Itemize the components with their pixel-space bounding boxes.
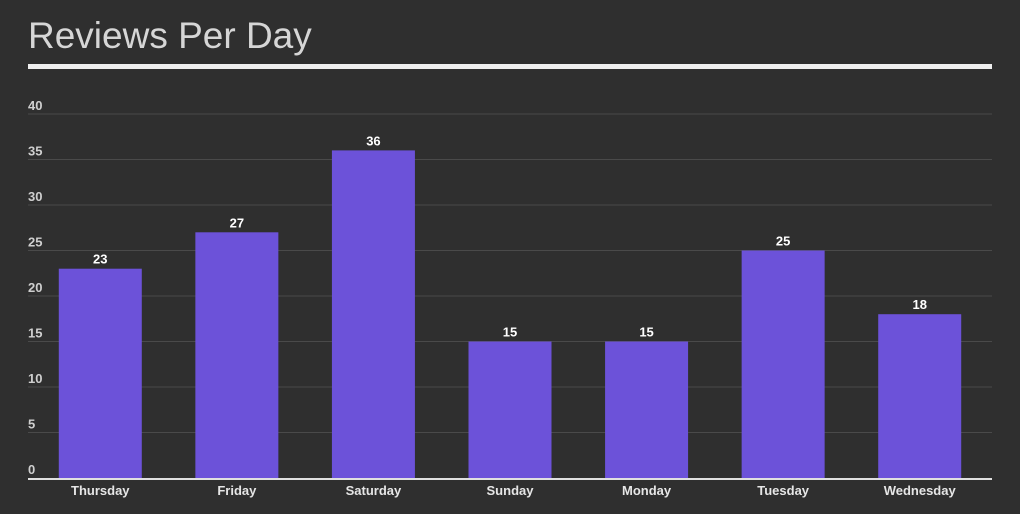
x-tick-label: Saturday [346, 483, 402, 498]
y-tick-label: 5 [28, 417, 35, 432]
x-tick-label: Friday [217, 483, 257, 498]
bar-monday [605, 341, 689, 478]
bars [58, 150, 962, 478]
y-tick-label: 20 [28, 280, 42, 295]
y-tick-label: 25 [28, 235, 42, 250]
bar-wednesday [878, 314, 962, 478]
data-label: 15 [639, 325, 653, 340]
x-tick-label: Tuesday [757, 483, 810, 498]
chart-title: Reviews Per Day [28, 15, 312, 56]
data-label: 36 [366, 133, 380, 148]
y-tick-label: 30 [28, 189, 42, 204]
x-axis-categories: Thursday Friday Saturday Sunday Monday Tuesda… [71, 483, 956, 498]
data-label: 18 [912, 297, 926, 312]
y-tick-label: 35 [28, 144, 42, 159]
y-axis-ticks: 0 5 10 15 20 25 30 35 40 [28, 98, 42, 477]
y-tick-label: 10 [28, 371, 42, 386]
y-tick-label: 40 [28, 98, 42, 113]
x-tick-label: Monday [622, 483, 672, 498]
x-tick-label: Thursday [71, 483, 130, 498]
bar-friday [195, 232, 279, 478]
x-tick-label: Wednesday [884, 483, 957, 498]
bar-saturday [331, 150, 415, 478]
data-label: 23 [93, 252, 107, 267]
y-tick-label: 0 [28, 462, 35, 477]
x-tick-label: Sunday [487, 483, 535, 498]
title-underline [28, 64, 992, 69]
y-tick-label: 15 [28, 326, 42, 341]
data-label: 27 [230, 215, 244, 230]
data-label: 25 [776, 234, 790, 249]
data-labels: 23 27 36 15 15 25 18 [93, 133, 927, 339]
data-label: 15 [503, 325, 517, 340]
bar-tuesday [741, 250, 825, 478]
bar-sunday [468, 341, 552, 478]
bar-thursday [58, 268, 142, 478]
